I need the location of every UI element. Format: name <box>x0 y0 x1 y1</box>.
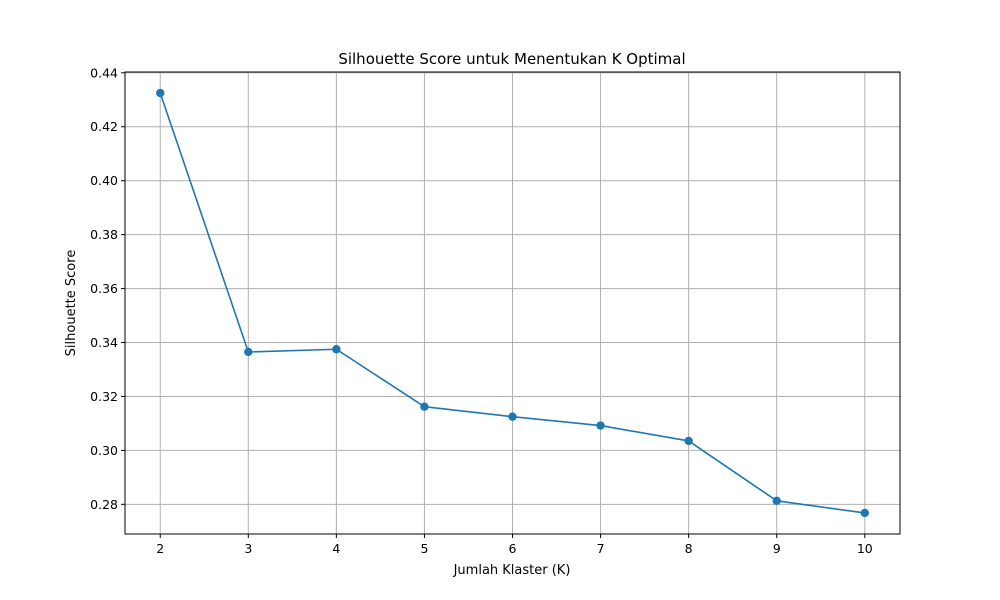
y-tick-label: 0.28 <box>90 497 118 512</box>
y-tick-label: 0.44 <box>90 65 118 80</box>
y-tick-label: 0.34 <box>90 335 118 350</box>
x-tick-label: 5 <box>420 541 428 556</box>
x-tick-label: 10 <box>857 541 873 556</box>
data-point <box>508 412 517 421</box>
y-axis-label: Silhouette Score <box>64 250 79 357</box>
x-tick-label: 8 <box>685 541 693 556</box>
x-tick-label: 6 <box>509 541 517 556</box>
data-point <box>596 421 605 430</box>
data-point <box>420 402 429 411</box>
y-tick-label: 0.38 <box>90 227 118 242</box>
y-tick-label: 0.32 <box>90 389 118 404</box>
y-tick-label: 0.30 <box>90 443 118 458</box>
x-tick-label: 7 <box>597 541 605 556</box>
x-tick-label: 3 <box>244 541 252 556</box>
data-point <box>772 496 781 506</box>
x-tick-label: 4 <box>332 541 340 556</box>
data-point <box>860 508 869 518</box>
plot-frame <box>124 71 901 535</box>
ticks <box>121 72 866 538</box>
x-axis-label: Jumlah Klaster (K) <box>453 563 571 578</box>
tick-labels: 2 3 4 5 6 7 8 9 10 0.28 0.30 0.32 0.34 0.36 0.38 0.40 0.… <box>90 65 873 556</box>
data-point <box>684 436 693 446</box>
y-tick-label: 0.42 <box>90 119 118 134</box>
data-point <box>156 88 165 98</box>
x-tick-label: 2 <box>156 541 164 556</box>
y-tick-label: 0.40 <box>90 173 118 188</box>
chart-title: Silhouette Score untuk Menentukan K Opti… <box>338 50 685 68</box>
data-point <box>332 345 341 354</box>
x-tick-label: 9 <box>773 541 781 556</box>
y-tick-label: 0.36 <box>90 281 118 296</box>
series <box>156 88 869 518</box>
grid <box>125 72 900 534</box>
data-point <box>244 347 253 357</box>
